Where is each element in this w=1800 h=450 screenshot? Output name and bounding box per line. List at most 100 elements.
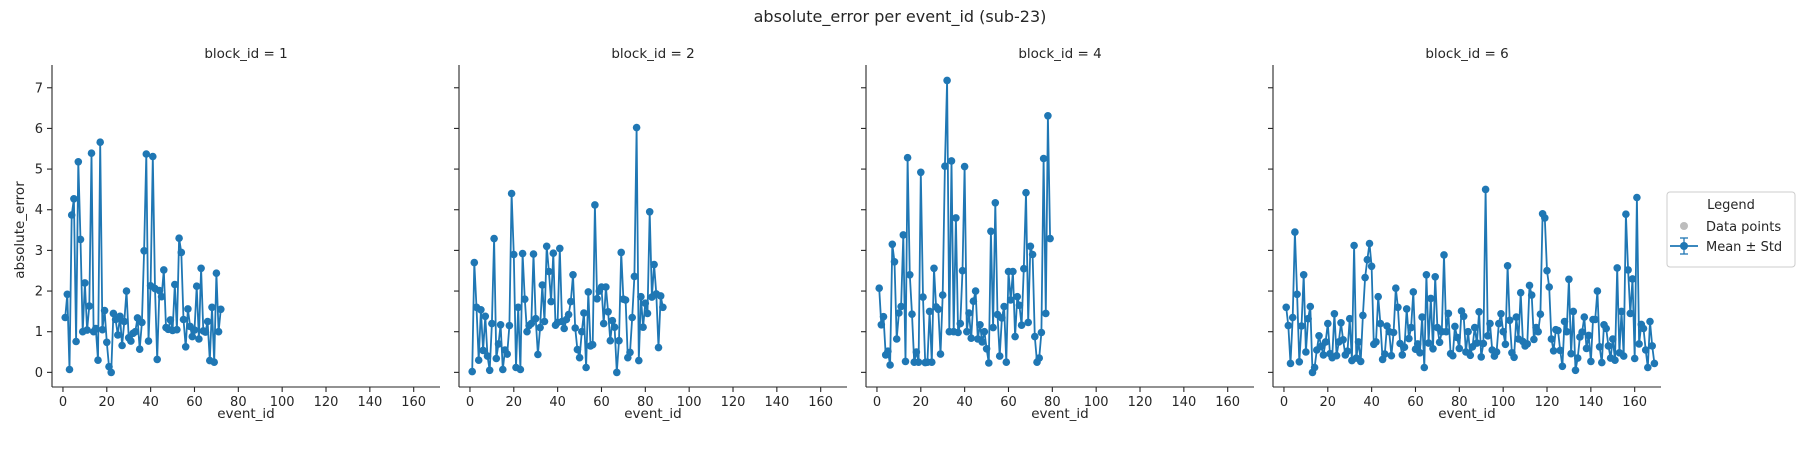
data-point [492,354,501,363]
data-point [591,201,599,209]
data-point [643,309,652,318]
data-point [659,303,667,312]
x-tick-label: 100 [1084,395,1109,410]
data-point [1046,234,1054,243]
data-point [127,337,135,345]
x-tick-label: 0 [1280,395,1288,410]
data-point [952,214,960,222]
data-point [109,309,118,318]
data-point [645,208,654,216]
data-point [985,359,993,367]
data-point [1473,339,1481,347]
data-point [1641,346,1650,354]
data-point [1387,351,1396,360]
data-point [1324,319,1332,328]
data-point [540,317,549,326]
series-line [471,126,664,374]
data-point [105,362,113,371]
data-point [936,350,945,358]
x-tick-label: 160 [401,395,426,410]
chart-panels: block_id = 1 0 1 2 3 4 5 6 7 0 20 40 60 80 100 120 140 16… [35,46,1661,422]
x-axis-label: event_id [1438,406,1496,422]
data-point [87,149,96,157]
data-point [982,345,991,353]
x-tick-label: 100 [1491,395,1516,410]
data-point [956,319,965,328]
data-point [1009,267,1017,276]
data-point [514,303,522,312]
data-point [1633,193,1641,202]
data-point [485,366,494,375]
data-point [588,340,597,349]
data-point [1534,327,1542,336]
data-point [1547,335,1556,343]
data-point [138,318,146,327]
data-point [1026,242,1035,251]
data-point [1495,319,1503,328]
x-tick-label: 40 [549,395,566,410]
data-point [1002,358,1011,367]
data-point [144,337,153,345]
data-point [1319,351,1328,359]
data-point [547,297,555,306]
panel-2: block_id = 2 0 20 40 60 80 100 120 140 160 event_i… [454,46,847,422]
data-point [534,350,542,359]
data-point [1573,354,1582,362]
data-point [1501,340,1510,349]
chart-title: absolute_error per event_id (sub-23) [754,7,1047,27]
data-point [1028,250,1037,259]
data-point [901,357,910,366]
data-point [1321,338,1330,346]
data-point [1624,266,1632,274]
data-point [481,312,490,321]
y-tick-label: 7 [35,81,43,96]
data-point [171,280,179,289]
data-point [74,158,83,166]
data-point [1541,214,1549,222]
data-point [1409,288,1418,296]
data-point [615,336,623,345]
data-point [61,313,69,322]
data-point [1635,340,1643,348]
data-point [1440,251,1448,259]
data-point [214,327,223,336]
data-point [630,272,639,281]
data-point [92,324,100,333]
data-point [1644,363,1652,372]
data-point [628,313,636,322]
data-point [925,307,934,316]
data-point [1549,347,1558,355]
data-point [160,266,168,274]
data-point [179,315,188,324]
data-point [197,264,205,273]
data-point [166,316,175,324]
data-point [1626,309,1635,318]
x-tick-label: 20 [506,395,523,410]
data-point [1343,347,1352,356]
data-point [157,292,166,301]
data-point [63,290,72,299]
legend-data-points-marker [1680,222,1688,230]
data-point [100,306,109,315]
data-point [1304,314,1312,323]
data-point [1295,358,1304,366]
data-point [545,267,553,276]
data-point [930,264,938,273]
panel-title: block_id = 2 [611,46,694,62]
data-point [1648,342,1656,350]
y-tick-label: 0 [35,366,43,381]
data-point [149,152,157,161]
x-tick-label: 80 [1451,395,1468,410]
data-point [632,123,641,132]
data-point [1000,302,1008,311]
data-point [1470,323,1479,332]
y-axis-label: absolute_error [12,181,28,279]
data-point [1365,239,1374,248]
x-tick-label: 20 [99,395,116,410]
data-point [1584,331,1593,340]
data-point [1512,313,1521,321]
x-tick-label: 80 [1044,395,1061,410]
series-line [64,141,222,374]
data-point [602,283,610,291]
data-point [1611,356,1619,365]
